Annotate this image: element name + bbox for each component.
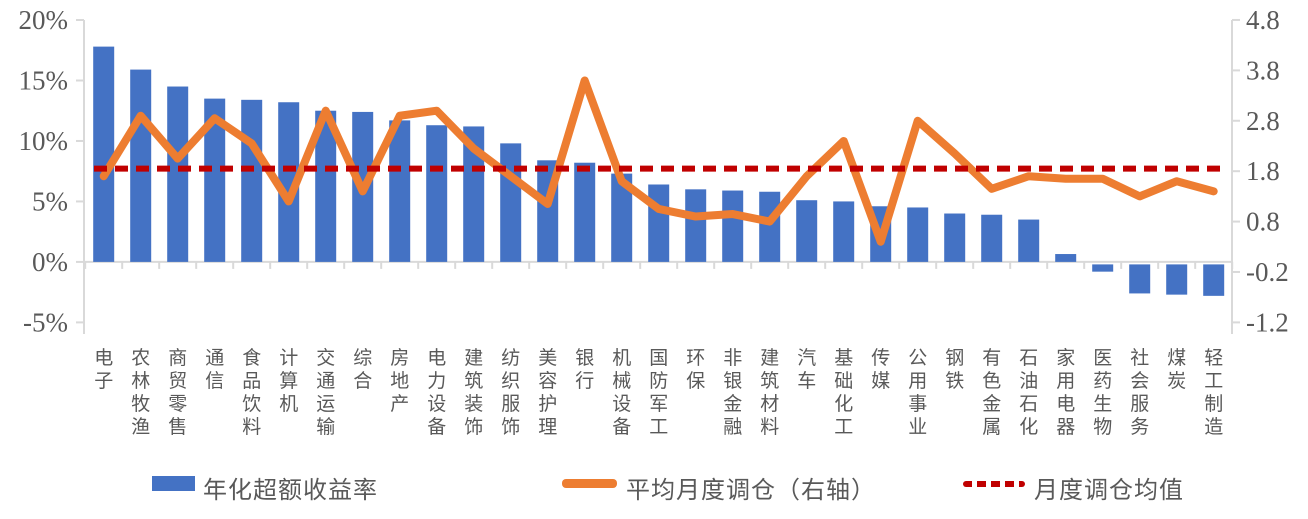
category-label-电力设备: 电力设备 — [427, 347, 446, 438]
category-label-非银金融: 非银金融 — [723, 347, 742, 438]
bar-医药生物 — [1092, 264, 1114, 272]
legend-label-bar: 年化超额收益率 — [203, 478, 378, 504]
category-label-煤炭: 煤炭 — [1167, 347, 1186, 392]
bar-汽车 — [796, 200, 818, 262]
category-label-汽车: 汽车 — [797, 347, 816, 392]
bar-石油石化 — [1018, 219, 1040, 262]
bar-纺织服饰 — [500, 143, 522, 262]
left-axis-labels: 20% 15% 10% 5% 0% -5% — [19, 5, 84, 337]
category-label-美容护理: 美容护理 — [538, 347, 557, 438]
bar-通信 — [204, 98, 226, 262]
bar-银行 — [574, 162, 596, 262]
right-axis-tick-label: 4.8 — [1246, 5, 1280, 35]
category-label-社会服务: 社会服务 — [1130, 347, 1149, 438]
bar-钢铁 — [944, 213, 966, 262]
right-axis-labels: 4.8 3.8 2.8 1.8 0.8 -0.2 -1.2 — [1232, 5, 1289, 337]
line-swatch-icon — [562, 479, 617, 488]
bar-电力设备 — [426, 125, 448, 262]
category-label-公用事业: 公用事业 — [908, 348, 927, 438]
bar-环保 — [685, 189, 707, 262]
bar-swatch-icon — [152, 476, 195, 491]
left-axis-tick-label: 15% — [19, 65, 69, 95]
bar-有色金属 — [981, 214, 1003, 262]
category-label-传媒: 传媒 — [871, 347, 890, 392]
right-axis-tick-label: 1.8 — [1246, 156, 1280, 186]
bar-基础化工 — [833, 201, 855, 262]
category-label-纺织服饰: 纺织服饰 — [501, 347, 520, 438]
category-label-通信: 通信 — [205, 347, 224, 392]
category-label-医药生物: 医药生物 — [1093, 348, 1112, 438]
category-label-房地产: 房地产 — [390, 347, 409, 415]
bar-轻工制造 — [1203, 264, 1225, 296]
left-axis-tick-label: -5% — [23, 307, 68, 337]
bar-商贸零售 — [167, 86, 189, 262]
bar-非银金融 — [722, 190, 744, 262]
category-label-交通运输: 交通运输 — [316, 347, 335, 438]
right-axis-tick-label: -1.2 — [1246, 307, 1289, 337]
category-labels: 电子农林牧渔商贸零售通信食品饮料计算机交通运输综合房地产电力设备建筑装饰纺织服饰… — [94, 347, 1223, 438]
category-label-建筑材料: 建筑材料 — [760, 347, 779, 438]
bar-社会服务 — [1129, 264, 1151, 294]
right-axis-tick-label: 0.8 — [1246, 207, 1280, 237]
left-axis-tick-label: 0% — [32, 247, 68, 277]
left-axis-tick-label: 5% — [32, 186, 68, 216]
bar-煤炭 — [1166, 264, 1188, 295]
right-axis-tick-label: 3.8 — [1246, 55, 1280, 85]
bar-食品饮料 — [241, 99, 263, 262]
right-axis-tick-label: -0.2 — [1246, 257, 1289, 287]
left-axis-tick-label: 10% — [19, 126, 69, 156]
right-axis-tick-label: 2.8 — [1246, 106, 1280, 136]
category-label-机械设备: 机械设备 — [612, 347, 631, 438]
category-label-商贸零售: 商贸零售 — [168, 347, 187, 438]
bar-房地产 — [389, 120, 411, 262]
bar-交通运输 — [315, 110, 337, 262]
chart-legend: 年化超额收益率 平均月度调仓（右轴） 月度调仓均值 — [0, 466, 1308, 510]
category-label-石油石化: 石油石化 — [1019, 348, 1038, 438]
bar-家用电器 — [1055, 254, 1077, 262]
category-label-食品饮料: 食品饮料 — [242, 347, 261, 438]
category-label-综合: 综合 — [353, 347, 372, 392]
left-axis-tick-label: 20% — [19, 5, 69, 35]
category-label-农林牧渔: 农林牧渔 — [131, 347, 150, 438]
bar-计算机 — [278, 102, 300, 262]
category-label-环保: 环保 — [686, 348, 705, 392]
bar-国防军工 — [648, 184, 670, 262]
bar-建筑材料 — [759, 191, 781, 262]
category-label-计算机: 计算机 — [279, 347, 298, 415]
category-label-银行: 银行 — [575, 347, 594, 392]
category-label-国防军工: 国防军工 — [649, 348, 668, 438]
chart-canvas: 20% 15% 10% 5% 0% -5% 4.8 3.8 2.8 1.8 0.8 -0.2 -1.2… — [19, 5, 1289, 438]
monthly-rebalance-line — [99, 76, 1218, 246]
dashed-line-swatch-icon — [963, 481, 1025, 487]
category-label-钢铁: 钢铁 — [945, 347, 964, 392]
category-label-轻工制造: 轻工制造 — [1204, 347, 1223, 438]
bar-电子 — [93, 46, 115, 262]
category-label-基础化工: 基础化工 — [834, 347, 853, 438]
bar-建筑装饰 — [463, 126, 485, 262]
category-label-电子: 电子 — [94, 347, 113, 392]
category-label-有色金属: 有色金属 — [982, 347, 1001, 438]
legend-label-mean: 月度调仓均值 — [1034, 478, 1184, 504]
category-label-家用电器: 家用电器 — [1056, 347, 1075, 438]
category-label-建筑装饰: 建筑装饰 — [464, 347, 483, 438]
bar-公用事业 — [907, 207, 929, 262]
line-series — [99, 76, 1218, 246]
legend-label-line: 平均月度调仓（右轴） — [626, 478, 876, 504]
bar-机械设备 — [611, 173, 633, 262]
